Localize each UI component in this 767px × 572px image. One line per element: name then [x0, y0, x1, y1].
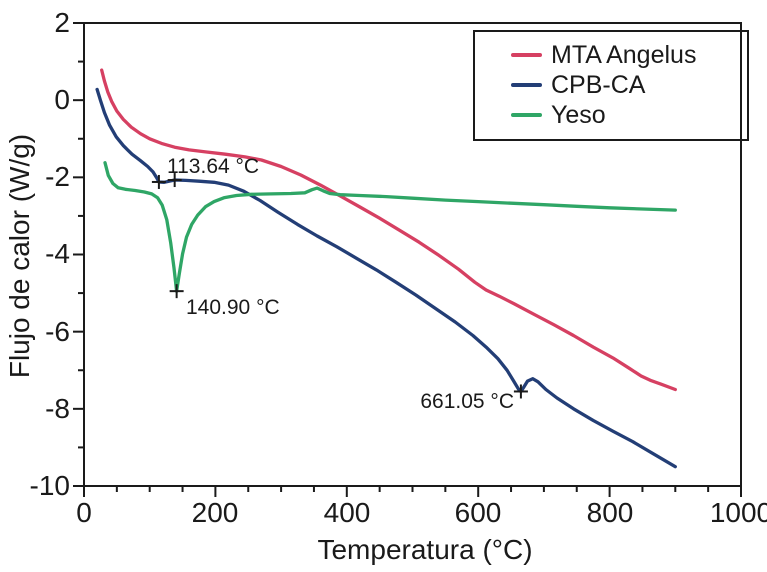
peak-markers — [151, 173, 528, 399]
y-tick-label: -2 — [45, 161, 70, 192]
legend-label: Yeso — [551, 101, 606, 129]
annotation-140: 140.90 °C — [186, 296, 280, 319]
curve-cpb-ca — [95, 87, 677, 469]
legend-box: MTA Angelus CPB-CA Yeso — [473, 30, 749, 141]
y-tick-label: -4 — [45, 238, 70, 269]
x-tick-label: 800 — [586, 497, 634, 528]
legend-swatch-cpb — [511, 83, 542, 87]
x-tick-label: 1000 — [709, 497, 767, 528]
y-tick-label: -6 — [45, 316, 70, 347]
x-tick-label: 400 — [323, 497, 371, 528]
legend-label: MTA Angelus — [551, 41, 697, 69]
legend-item-yeso: Yeso — [511, 100, 747, 130]
axis-ticks — [73, 22, 742, 497]
x-axis-title: Temperatura (°C) — [317, 534, 533, 565]
x-tick-label: 600 — [454, 497, 502, 528]
x-tick-label: 200 — [191, 497, 239, 528]
annotation-113: 113.64 °C — [167, 155, 260, 178]
curve-yeso — [103, 161, 677, 293]
curve-mta-angelus — [100, 68, 677, 392]
legend-swatch-mta — [511, 53, 542, 57]
y-tick-label: -10 — [29, 470, 70, 501]
legend-label: CPB-CA — [551, 71, 646, 99]
annotation-661: 661.05 °C — [420, 390, 514, 413]
legend-swatch-yeso — [511, 113, 542, 117]
y-tick-label: 0 — [54, 84, 70, 115]
data-curves — [95, 68, 677, 469]
y-axis-title: Flujo de calor (W/g) — [4, 133, 35, 379]
y-tick-label: 2 — [54, 7, 70, 38]
y-tick-label: -8 — [45, 393, 70, 424]
legend-item-mta-angelus: MTA Angelus — [511, 40, 747, 70]
x-tick-label: 0 — [76, 497, 92, 528]
legend-item-cpb-ca: CPB-CA — [511, 70, 747, 100]
